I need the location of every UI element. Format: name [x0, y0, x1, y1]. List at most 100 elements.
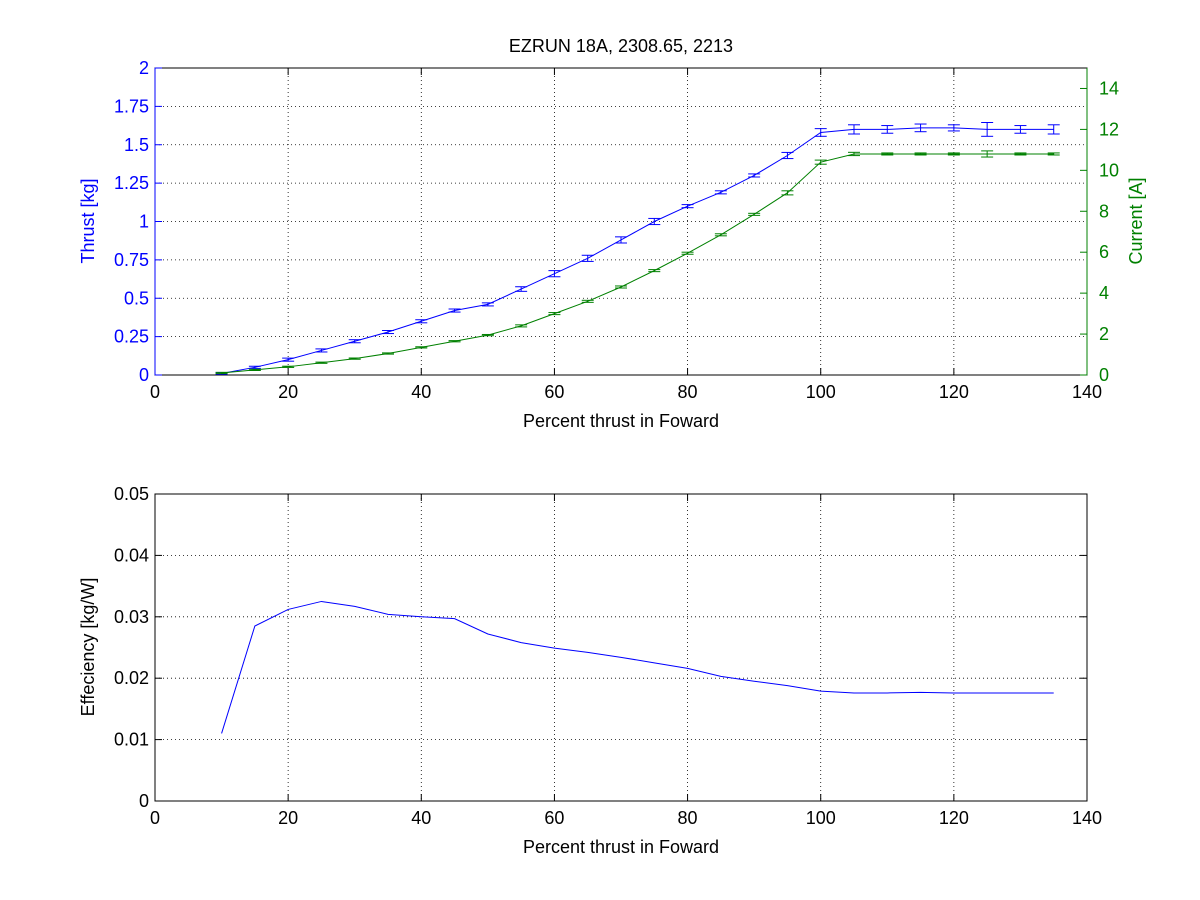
current-error-bar — [1047, 152, 1060, 156]
current-error-bar — [415, 346, 428, 349]
current-error-bar — [947, 152, 960, 156]
bottom-x-ticks: 0 20 40 60 80 100 120 140 — [150, 494, 1102, 828]
bottom-x-tick-label: 100 — [806, 808, 836, 828]
bottom-x-tick-label: 20 — [278, 808, 298, 828]
current-error-bar — [681, 251, 694, 255]
current-error-bar — [981, 150, 994, 158]
current-error-bar — [581, 299, 594, 303]
bottom-y-tick-label: 0.02 — [114, 668, 149, 688]
top-y-tick-label: 0.75 — [114, 250, 149, 270]
top-y-tick-label: 1.5 — [124, 135, 149, 155]
top-y-tick-label: 0 — [139, 365, 149, 385]
current-error-bar — [515, 324, 528, 328]
thrust-error-bar — [881, 125, 894, 134]
top-y2-tick-label: 12 — [1099, 119, 1119, 139]
thrust-error-bar — [448, 308, 461, 313]
efficiency-chart: 0 20 40 60 80 100 120 140 0 0.01 0.02 0.03 0.04 0.05… — [78, 484, 1102, 857]
top-x-tick-label: 80 — [678, 382, 698, 402]
top-y2-tick-label: 6 — [1099, 242, 1109, 262]
thrust-error-bar — [415, 319, 428, 324]
thrust-error-bar — [814, 128, 827, 137]
bottom-x-tick-label: 40 — [411, 808, 431, 828]
current-error-bar — [248, 368, 261, 371]
current-error-bar — [382, 352, 394, 355]
current-error-bar — [714, 233, 727, 237]
top-y-tick-label: 1 — [139, 212, 149, 232]
top-y-tick-label: 0.25 — [114, 327, 149, 347]
top-y-tick-label: 0.5 — [124, 288, 149, 308]
top-x-tick-label: 120 — [939, 382, 969, 402]
top-grid — [155, 68, 1087, 375]
top-x-tick-label: 0 — [150, 382, 160, 402]
top-y2-tick-label: 4 — [1099, 283, 1109, 303]
top-y2-ticks: 0 2 4 6 8 10 12 14 — [1080, 68, 1119, 385]
thrust-error-bar — [681, 204, 694, 209]
top-series — [215, 121, 1060, 375]
bottom-x-tick-label: 80 — [678, 808, 698, 828]
current-error-bar — [1014, 152, 1027, 156]
current-error-bar — [215, 371, 228, 375]
thrust-error-bar — [714, 190, 727, 195]
bottom-x-axis-label: Percent thrust in Foward — [523, 837, 719, 857]
top-x-axis-label: Percent thrust in Foward — [523, 411, 719, 431]
top-y-ticks: 0 0.25 0.5 0.75 1 1.25 1.5 1.75 2 — [114, 58, 162, 385]
top-x-tick-label: 20 — [278, 382, 298, 402]
thrust-error-bar — [248, 365, 261, 369]
top-x-tick-label: 40 — [411, 382, 431, 402]
top-y2-tick-label: 10 — [1099, 160, 1119, 180]
bottom-y-tick-label: 0.05 — [114, 484, 149, 504]
current-error-bar — [881, 152, 894, 156]
top-y2-tick-label: 0 — [1099, 365, 1109, 385]
efficiency-series-line — [221, 600, 1054, 734]
bottom-y-tick-label: 0.01 — [114, 730, 149, 750]
current-error-bar — [748, 212, 761, 216]
thrust-error-bar — [481, 302, 494, 307]
bottom-x-tick-label: 140 — [1072, 808, 1102, 828]
bottom-series — [221, 600, 1054, 734]
current-error-bar — [848, 151, 860, 157]
top-x-tick-label: 60 — [544, 382, 564, 402]
bottom-x-tick-label: 60 — [544, 808, 564, 828]
thrust-error-bar — [981, 121, 994, 137]
top-y-tick-label: 1.75 — [114, 96, 149, 116]
top-y-tick-label: 2 — [139, 58, 149, 78]
thrust-error-bar — [282, 357, 295, 362]
bottom-y-ticks: 0 0.01 0.02 0.03 0.04 0.05 — [114, 484, 1087, 811]
bottom-grid — [155, 494, 1087, 801]
thrust-error-bar — [515, 286, 528, 292]
thrust-error-bar — [781, 151, 794, 160]
top-y2-axis-label: Current [A] — [1126, 177, 1146, 264]
thrust-error-bar — [615, 236, 627, 244]
thrust-error-bar — [548, 270, 561, 278]
current-error-bar — [781, 190, 794, 196]
bottom-y-tick-label: 0 — [139, 791, 149, 811]
bottom-x-tick-label: 120 — [939, 808, 969, 828]
bottom-y-tick-label: 0.03 — [114, 607, 149, 627]
thrust-error-bar — [315, 348, 328, 353]
top-x-ticks: 0 20 40 60 80 100 120 140 — [150, 68, 1102, 402]
thrust-error-bar — [947, 124, 960, 132]
current-error-bar — [282, 365, 295, 368]
top-y-axis-label: Thrust [kg] — [78, 178, 98, 263]
thrust-error-bar — [1047, 124, 1060, 135]
top-y-tick-label: 1.25 — [114, 173, 149, 193]
current-error-bar — [814, 159, 827, 165]
thrust-error-bar — [581, 254, 594, 262]
current-error-bar — [348, 357, 361, 360]
top-x-tick-label: 100 — [806, 382, 836, 402]
current-error-bar — [548, 312, 561, 316]
top-y2-tick-label: 8 — [1099, 201, 1109, 221]
thrust-error-bar — [648, 217, 661, 226]
bottom-axes-box — [154, 493, 1088, 802]
current-error-bar — [448, 340, 461, 343]
current-error-bar — [914, 152, 927, 156]
thrust-error-bar — [1014, 125, 1027, 134]
current-error-bar — [481, 333, 494, 337]
thrust-current-chart: 0 20 40 60 80 100 120 140 00.250.50.7511.251.51… — [78, 36, 1146, 431]
thrust-error-bar — [382, 329, 394, 335]
current-error-bar — [648, 269, 661, 273]
top-x-tick-label: 140 — [1072, 382, 1102, 402]
thrust-error-bar — [348, 339, 361, 344]
